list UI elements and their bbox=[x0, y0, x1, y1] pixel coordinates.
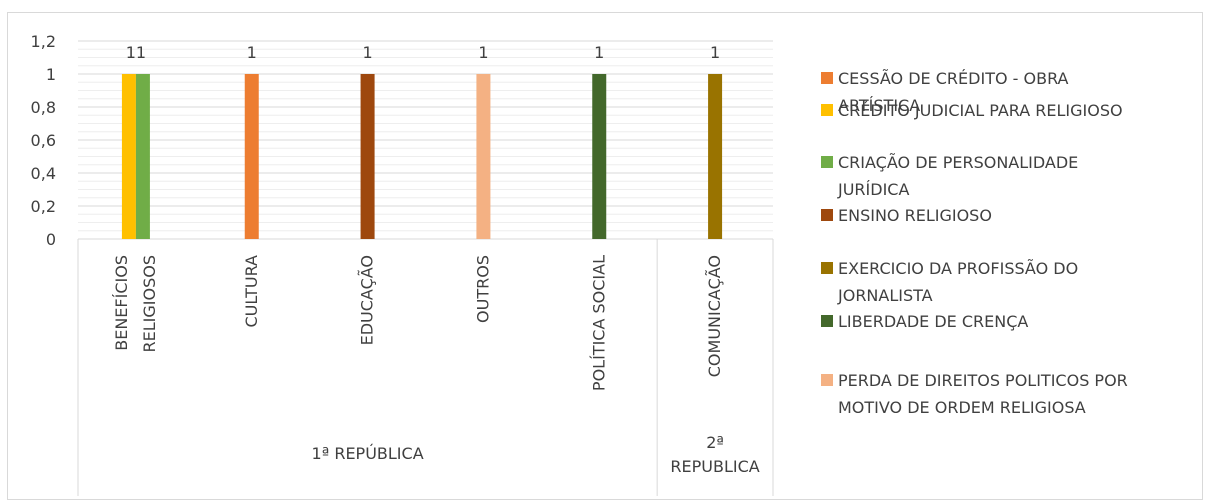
legend-label: JURÍDICA bbox=[837, 180, 909, 199]
legend-label: ENSINO RELIGIOSO bbox=[838, 206, 992, 225]
data-label: 1 bbox=[247, 43, 257, 62]
x-category-label: OUTROS bbox=[473, 255, 492, 323]
y-tick-label: 0,6 bbox=[31, 131, 56, 150]
data-label: 1 bbox=[478, 43, 488, 62]
legend-label: MOTIVO DE ORDEM RELIGIOSA bbox=[838, 398, 1086, 417]
bar-perda-de-direitos-politicos-por-motivo-de-ordem-religiosa bbox=[476, 74, 491, 239]
x-category-label: EDUCAÇÃO bbox=[358, 255, 377, 345]
data-label: 1 bbox=[710, 43, 720, 62]
legend-swatch bbox=[821, 315, 833, 327]
x-category-label: CULTURA bbox=[242, 255, 261, 328]
legend-swatch bbox=[821, 156, 833, 168]
legend-label: JORNALISTA bbox=[837, 286, 933, 305]
legend-label: EXERCICIO DA PROFISSÃO DO bbox=[838, 259, 1078, 278]
legend-label: LIBERDADE DE CRENÇA bbox=[838, 312, 1028, 331]
data-label: 1 bbox=[594, 43, 604, 62]
bar-liberdade-de-cren-a bbox=[592, 74, 607, 239]
legend-label: PERDA DE DIREITOS POLITICOS POR bbox=[838, 371, 1128, 390]
legend-swatch bbox=[821, 72, 833, 84]
legend-swatch bbox=[821, 262, 833, 274]
y-tick-label: 0,8 bbox=[31, 98, 56, 117]
legend-label: ARTÍSTICA bbox=[838, 96, 920, 115]
y-tick-label: 1 bbox=[46, 65, 56, 84]
x-category-label: BENEFÍCIOS bbox=[112, 255, 131, 351]
legend-label: CRIAÇÃO DE PERSONALIDADE bbox=[838, 153, 1078, 172]
group-label: 2ª bbox=[706, 433, 724, 452]
bar-cr-dito-judicial-para-religioso bbox=[121, 74, 136, 239]
x-category-label: POLÍTICA SOCIAL bbox=[589, 255, 608, 391]
bar-cess-o-de-cr-dito-obra-art-stica bbox=[244, 74, 259, 239]
x-category-label: COMUNICAÇÃO bbox=[705, 255, 724, 377]
bar-cria-o-de-personalidade-jur-dica bbox=[135, 74, 150, 239]
y-tick-label: 0 bbox=[46, 230, 56, 249]
y-tick-label: 0,4 bbox=[31, 164, 56, 183]
legend-swatch bbox=[821, 104, 833, 116]
data-label: 1 bbox=[362, 43, 372, 62]
legend-swatch bbox=[821, 209, 833, 221]
legend-swatch bbox=[821, 374, 833, 386]
group-label: REPUBLICA bbox=[670, 457, 759, 476]
data-label: 11 bbox=[126, 43, 146, 62]
bar-ensino-religioso bbox=[360, 74, 375, 239]
legend-label: CESSÃO DE CRÉDITO - OBRA bbox=[838, 69, 1069, 88]
group-label: 1ª REPÚBLICA bbox=[312, 444, 424, 463]
x-category-label: RELIGIOSOS bbox=[140, 255, 159, 352]
legend-label: CRÉDITO JUDICIAL PARA RELIGIOSO bbox=[838, 101, 1123, 120]
y-tick-label: 0,2 bbox=[31, 197, 56, 216]
y-tick-label: 1,2 bbox=[31, 32, 56, 51]
bar-exercicio-da-profiss-o-do-jornalista bbox=[708, 74, 723, 239]
